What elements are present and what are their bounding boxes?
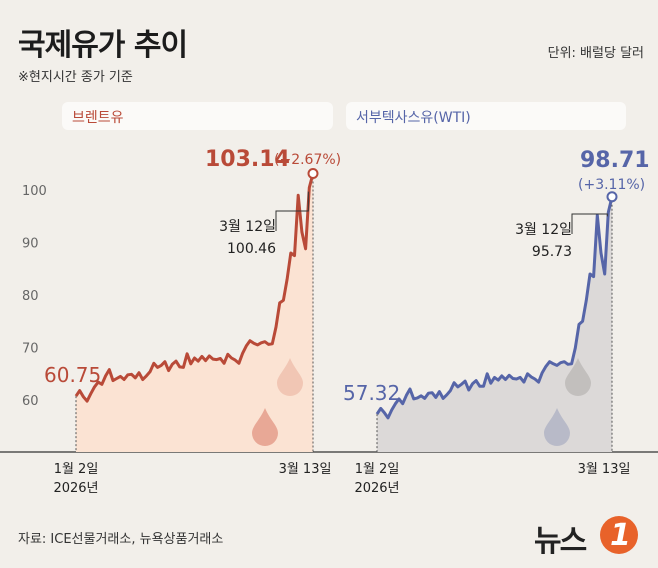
unit-label: 단위: 배럴당 달러	[547, 46, 644, 61]
wti-x-start-label: 2026년	[354, 481, 399, 496]
wti-annotation-value: 95.73	[532, 244, 572, 260]
oil-drop-icon	[565, 358, 591, 396]
note-label: ※현지시간 종가 기준	[18, 70, 133, 85]
brent-x-start-label: 1월 2일	[54, 462, 99, 477]
wti-annotation-leader	[571, 213, 608, 234]
y-tick-label: 80	[22, 289, 39, 304]
brent-last-value-label: 103.14	[205, 147, 290, 172]
news1-logo: 뉴스 1	[534, 512, 646, 559]
logo-badge: 1	[600, 516, 638, 554]
page-title: 국제유가 추이	[18, 28, 188, 63]
oil-drop-icon	[544, 408, 570, 446]
source-label: 자료: ICE선물거래소, 뉴욕상품거래소	[18, 532, 224, 547]
y-tick-label: 70	[22, 342, 39, 357]
wti-series-label: 서부텍사스유(WTI)	[356, 110, 471, 126]
wti-area	[377, 196, 612, 452]
brent-first-value-label: 60.75	[44, 363, 101, 387]
wti-first-value-label: 57.32	[343, 381, 400, 405]
wti-x-start-label: 1월 2일	[355, 462, 400, 477]
brent-annotation-leader	[275, 191, 309, 231]
brent-x-start-label: 2026년	[53, 481, 98, 496]
y-tick-label: 90	[22, 237, 39, 252]
brent-x-end-label: 3월 13일	[279, 462, 332, 477]
oil-drop-icon	[252, 408, 278, 446]
brent-series-header: 브렌트유	[62, 102, 333, 130]
wti-annotation-date: 3월 12일	[515, 222, 572, 238]
y-tick-label: 100	[22, 184, 47, 199]
logo-number: 1	[610, 518, 631, 553]
logo-text: 뉴스	[534, 524, 587, 559]
wti-last-point	[606, 191, 618, 203]
y-tick-label: 60	[22, 394, 39, 409]
brent-annotation-date: 3월 12일	[219, 219, 276, 235]
wti-series-header: 서부텍사스유(WTI)	[346, 102, 626, 130]
oil-drop-icon	[277, 358, 303, 396]
wti-x-end-label: 3월 13일	[578, 462, 631, 477]
brent-line	[74, 173, 315, 403]
brent-area	[76, 173, 313, 452]
brent-annotation-value: 100.46	[227, 241, 276, 257]
wti-last-change-label: (+3.11%)	[578, 177, 645, 193]
brent-last-point	[307, 168, 319, 180]
wti-last-value-label: 98.71	[580, 148, 650, 173]
wti-line	[375, 196, 614, 420]
brent-series-label: 브렌트유	[72, 110, 124, 126]
brent-last-change-label: (+2.67%)	[274, 152, 341, 168]
